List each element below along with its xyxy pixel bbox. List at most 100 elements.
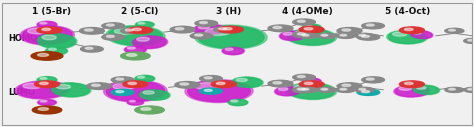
Circle shape (336, 33, 355, 38)
Circle shape (297, 76, 305, 78)
Ellipse shape (392, 32, 407, 36)
Ellipse shape (410, 30, 433, 39)
Circle shape (304, 82, 313, 85)
Circle shape (445, 28, 464, 33)
Ellipse shape (50, 83, 91, 97)
Circle shape (84, 29, 93, 31)
Ellipse shape (195, 25, 224, 35)
Circle shape (106, 35, 114, 37)
Ellipse shape (302, 78, 321, 84)
Circle shape (449, 29, 456, 31)
Ellipse shape (46, 47, 67, 54)
Ellipse shape (15, 81, 70, 99)
Ellipse shape (412, 85, 440, 95)
Ellipse shape (278, 88, 288, 90)
Circle shape (204, 77, 212, 79)
Circle shape (362, 91, 370, 93)
Circle shape (190, 33, 213, 39)
Ellipse shape (136, 22, 154, 27)
Circle shape (293, 74, 316, 80)
Ellipse shape (236, 78, 247, 82)
Ellipse shape (124, 46, 147, 53)
Circle shape (85, 47, 93, 49)
Ellipse shape (133, 36, 166, 48)
Ellipse shape (52, 83, 90, 97)
Ellipse shape (387, 30, 428, 44)
Text: 3 (H): 3 (H) (216, 7, 241, 16)
Circle shape (400, 81, 424, 88)
Circle shape (219, 26, 243, 33)
Circle shape (211, 81, 236, 88)
Ellipse shape (279, 31, 306, 41)
Circle shape (39, 82, 48, 85)
Ellipse shape (394, 85, 430, 97)
Circle shape (464, 38, 474, 43)
Ellipse shape (139, 90, 169, 100)
Ellipse shape (137, 76, 145, 78)
Ellipse shape (42, 35, 56, 40)
Circle shape (80, 28, 104, 34)
Ellipse shape (37, 77, 56, 83)
Ellipse shape (138, 22, 145, 24)
Circle shape (125, 29, 133, 31)
Circle shape (298, 33, 318, 38)
Ellipse shape (40, 77, 47, 79)
Circle shape (355, 87, 374, 92)
Ellipse shape (114, 28, 135, 34)
Ellipse shape (231, 77, 264, 88)
Ellipse shape (45, 47, 68, 55)
Circle shape (449, 88, 456, 90)
Text: HOMO: HOMO (8, 34, 37, 43)
Ellipse shape (113, 83, 135, 90)
Circle shape (317, 87, 337, 92)
Circle shape (106, 24, 114, 26)
Ellipse shape (56, 85, 71, 89)
Circle shape (293, 32, 316, 38)
Circle shape (340, 34, 346, 36)
Ellipse shape (228, 99, 247, 106)
Circle shape (42, 28, 51, 31)
Circle shape (321, 88, 328, 90)
Ellipse shape (198, 26, 210, 29)
Ellipse shape (228, 99, 248, 106)
Ellipse shape (36, 33, 77, 49)
Circle shape (273, 82, 282, 84)
Circle shape (340, 88, 346, 90)
Circle shape (111, 77, 134, 83)
Circle shape (32, 106, 62, 114)
Ellipse shape (287, 29, 337, 46)
Circle shape (102, 23, 125, 29)
Ellipse shape (413, 31, 421, 34)
Circle shape (38, 108, 48, 110)
Circle shape (366, 78, 374, 80)
Circle shape (302, 34, 309, 36)
Circle shape (121, 52, 150, 60)
Ellipse shape (410, 31, 432, 38)
Ellipse shape (40, 22, 47, 24)
Circle shape (355, 33, 374, 38)
Ellipse shape (188, 81, 250, 102)
Ellipse shape (303, 78, 320, 84)
Ellipse shape (136, 76, 154, 82)
Circle shape (400, 27, 424, 34)
Circle shape (204, 89, 212, 91)
Circle shape (336, 87, 355, 92)
Ellipse shape (137, 37, 149, 41)
Circle shape (175, 28, 184, 30)
Circle shape (37, 53, 49, 56)
Ellipse shape (294, 85, 311, 90)
Ellipse shape (303, 24, 320, 30)
Ellipse shape (222, 47, 245, 55)
Ellipse shape (289, 83, 335, 99)
Ellipse shape (231, 100, 238, 102)
Circle shape (467, 88, 474, 90)
Ellipse shape (22, 26, 72, 44)
Circle shape (116, 91, 124, 93)
Ellipse shape (131, 36, 168, 49)
Ellipse shape (37, 34, 75, 48)
Circle shape (102, 34, 125, 40)
Ellipse shape (294, 31, 311, 36)
Circle shape (342, 29, 351, 31)
Ellipse shape (143, 91, 154, 94)
Text: LUMO: LUMO (8, 88, 35, 97)
